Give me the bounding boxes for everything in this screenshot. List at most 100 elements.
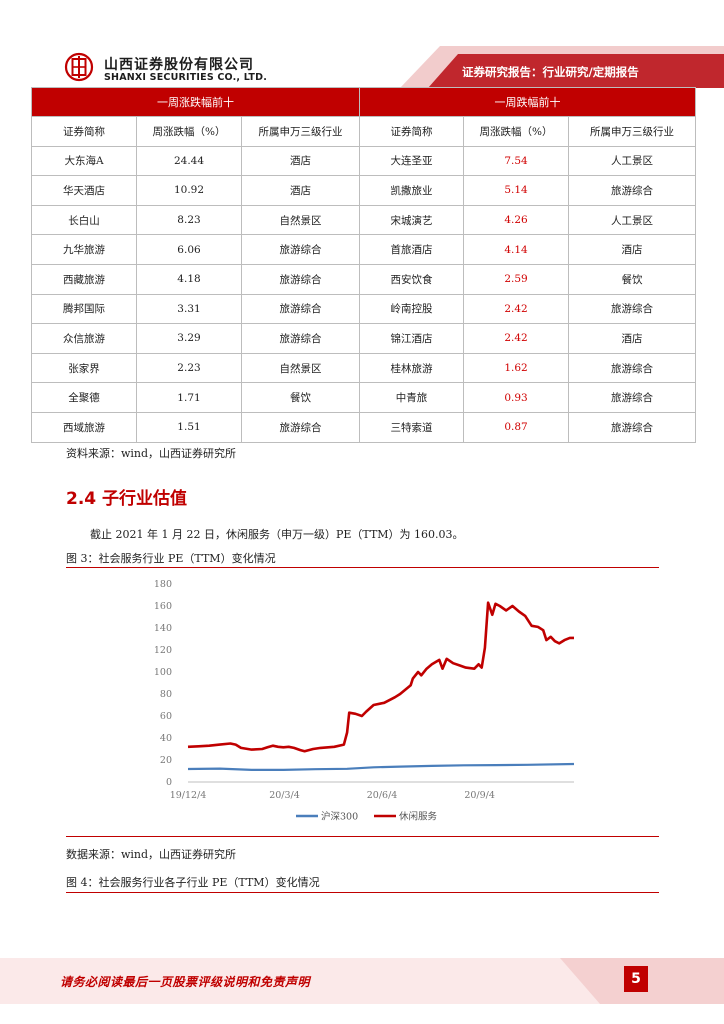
industry: 旅游综合 [568, 411, 697, 443]
figure-4-rule [66, 892, 659, 893]
table-row: 西藏旅游 4.18 旅游综合 西安饮食 2.59 餐饮 [31, 263, 697, 295]
y-tick-label: 120 [154, 645, 172, 656]
x-tick-label: 19/12/4 [170, 790, 207, 801]
stock-name: 锦江酒店 [359, 323, 465, 354]
y-tick-label: 40 [160, 733, 172, 744]
industry: 旅游综合 [240, 293, 361, 325]
industry: 餐饮 [240, 382, 361, 413]
weekly-change: 3.31 [136, 293, 242, 325]
weekly-change: 2.23 [136, 352, 242, 384]
y-tick-label: 160 [154, 601, 172, 612]
header-banner [400, 46, 724, 88]
industry: 旅游综合 [240, 411, 361, 443]
stock-name: 首旅酒店 [359, 234, 465, 265]
figure-3-rule [66, 567, 659, 568]
table-row: 腾邦国际 3.31 旅游综合 岭南控股 2.42 旅游综合 [31, 293, 697, 325]
weekly-change: 3.29 [136, 323, 242, 354]
weekly-change: 2.42 [463, 293, 570, 325]
shanxi-securities-logo-icon [64, 52, 94, 82]
table-row: 大东海A 24.44 酒店 大连圣亚 7.54 人工景区 [31, 145, 697, 177]
y-tick-label: 60 [160, 711, 172, 722]
table-row: 全聚德 1.71 餐饮 中青旅 0.93 旅游综合 [31, 382, 697, 413]
y-tick-label: 0 [166, 777, 172, 788]
table-row: 张家界 2.23 自然景区 桂林旅游 1.62 旅游综合 [31, 352, 697, 384]
table-row: 九华旅游 6.06 旅游综合 首旅酒店 4.14 酒店 [31, 234, 697, 265]
body-paragraph: 截止 2021 年 1 月 22 日，休闲服务（申万一级）PE（TTM）为 16… [90, 528, 464, 541]
company-name-en: SHANXI SECURITIES CO., LTD. [104, 72, 268, 83]
series-line-0 [187, 762, 575, 771]
stock-name: 西安饮食 [359, 263, 465, 295]
legend-label: 休闲服务 [399, 811, 438, 823]
x-tick-label: 20/9/4 [464, 790, 495, 801]
table-group-losers: 一周跌幅前十 [359, 87, 697, 117]
chart-source-note: 数据来源：wind，山西证券研究所 [66, 848, 237, 861]
weekly-change: 1.51 [136, 411, 242, 443]
weekly-change: 1.71 [136, 382, 242, 413]
stock-name: 长白山 [31, 204, 137, 236]
industry: 自然景区 [240, 352, 361, 384]
industry: 酒店 [240, 145, 361, 177]
pe-ttm-line-chart: 0 20 40 60 80 100 120 140 160 180 19/12/4 20/3/4 20/… [154, 579, 575, 823]
column-header: 证券简称 [359, 116, 465, 147]
table-row: 华天酒店 10.92 酒店 凯撒旅业 5.14 旅游综合 [31, 175, 697, 206]
table-group-gainers: 一周涨跌幅前十 [30, 87, 361, 117]
stock-name: 桂林旅游 [359, 352, 465, 384]
weekly-change-table: 一周涨跌幅前十 一周跌幅前十 证券简称 周涨跌幅（%） 所属申万三级行业 证券简… [30, 87, 697, 443]
stock-name: 腾邦国际 [31, 293, 137, 325]
weekly-change: 0.93 [463, 382, 570, 413]
weekly-change: 5.14 [463, 175, 570, 206]
industry: 酒店 [568, 234, 697, 265]
column-header: 证券简称 [31, 116, 137, 147]
y-tick-label: 20 [160, 755, 172, 766]
stock-name: 岭南控股 [359, 293, 465, 325]
weekly-change: 6.06 [136, 234, 242, 265]
column-header: 周涨跌幅（%） [136, 116, 242, 147]
page-number: 5 [624, 966, 648, 992]
company-name-cn: 山西证券股份有限公司 [104, 57, 254, 73]
industry: 旅游综合 [568, 352, 697, 384]
industry: 酒店 [240, 175, 361, 206]
industry: 旅游综合 [240, 323, 361, 354]
industry: 自然景区 [240, 204, 361, 236]
figure-4-caption: 图 4：社会服务行业各子行业 PE（TTM）变化情况 [66, 876, 320, 889]
weekly-change: 10.92 [136, 175, 242, 206]
industry: 旅游综合 [568, 293, 697, 325]
table-row: 西域旅游 1.51 旅游综合 三特索道 0.87 旅游综合 [31, 411, 697, 443]
industry: 人工景区 [568, 204, 697, 236]
industry: 餐饮 [568, 263, 697, 295]
stock-name: 全聚德 [31, 382, 137, 413]
section-title: 2.4 子行业估值 [66, 489, 188, 509]
stock-name: 大东海A [31, 145, 137, 177]
column-header: 所属申万三级行业 [568, 116, 697, 147]
weekly-change: 0.87 [463, 411, 570, 443]
y-tick-label: 100 [154, 667, 172, 678]
series-line-1 [187, 601, 574, 753]
stock-name: 九华旅游 [31, 234, 137, 265]
figure-3-caption: 图 3：社会服务行业 PE（TTM）变化情况 [66, 552, 276, 565]
table-row: 长白山 8.23 自然景区 宋城演艺 4.26 人工景区 [31, 204, 697, 236]
weekly-change: 7.54 [463, 145, 570, 177]
stock-name: 众信旅游 [31, 323, 137, 354]
report-type-title: 证券研究报告：行业研究/定期报告 [462, 65, 639, 79]
legend-label: 沪深300 [321, 811, 358, 823]
weekly-change: 24.44 [136, 145, 242, 177]
table-source-note: 资料来源：wind，山西证券研究所 [66, 447, 237, 460]
stock-name: 西域旅游 [31, 411, 137, 443]
industry: 酒店 [568, 323, 697, 354]
stock-name: 西藏旅游 [31, 263, 137, 295]
y-tick-label: 140 [154, 623, 172, 634]
figure-3-bottom-rule [66, 836, 659, 837]
industry: 人工景区 [568, 145, 697, 177]
weekly-change: 4.18 [136, 263, 242, 295]
stock-name: 张家界 [31, 352, 137, 384]
y-tick-label: 80 [160, 689, 172, 700]
x-tick-label: 20/3/4 [269, 790, 300, 801]
industry: 旅游综合 [568, 382, 697, 413]
weekly-change: 8.23 [136, 204, 242, 236]
weekly-change: 2.42 [463, 323, 570, 354]
stock-name: 宋城演艺 [359, 204, 465, 236]
weekly-change: 2.59 [463, 263, 570, 295]
disclaimer-notice: 请务必阅读最后一页股票评级说明和免责声明 [60, 975, 311, 989]
stock-name: 凯撒旅业 [359, 175, 465, 206]
column-header: 周涨跌幅（%） [463, 116, 570, 147]
